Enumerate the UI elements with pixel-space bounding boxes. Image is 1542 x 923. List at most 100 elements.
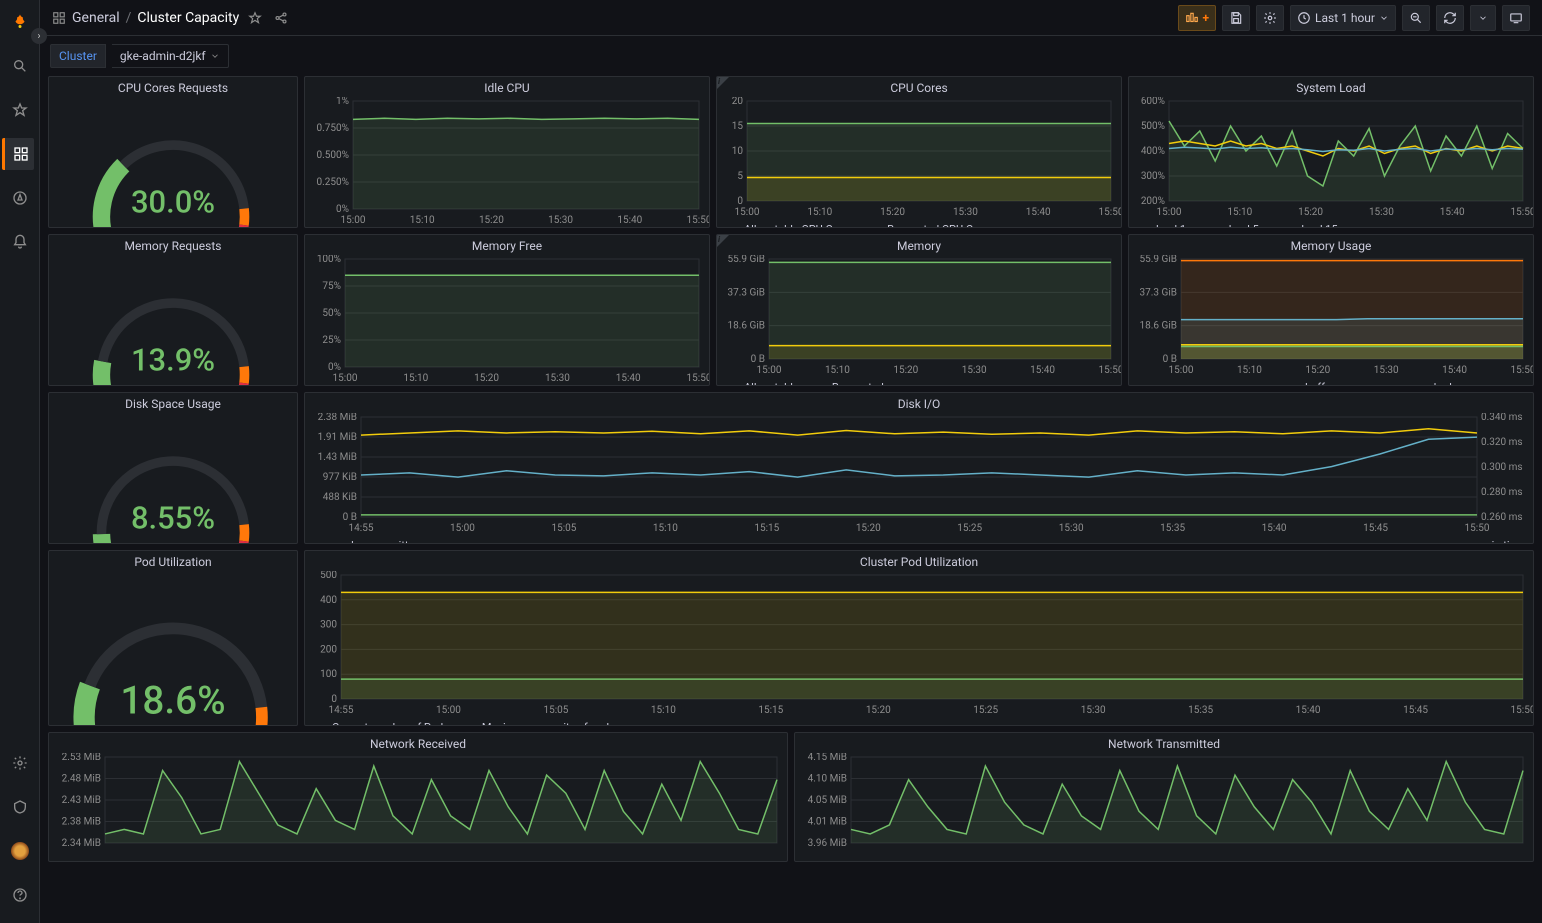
- svg-text:2.38 MiB: 2.38 MiB: [62, 817, 101, 828]
- svg-text:15:50: 15:50: [1511, 365, 1533, 376]
- add-panel-button[interactable]: +: [1178, 5, 1217, 31]
- time-range-picker[interactable]: Last 1 hour: [1290, 5, 1396, 31]
- svg-text:15:50: 15:50: [1511, 705, 1533, 716]
- svg-text:200%: 200%: [1141, 196, 1165, 207]
- legend-item[interactable]: Allocatable: [725, 381, 799, 386]
- svg-text:15:00: 15:00: [1169, 365, 1194, 376]
- svg-text:55.9 GiB: 55.9 GiB: [1140, 255, 1177, 265]
- save-dashboard-button[interactable]: [1222, 5, 1250, 31]
- svg-text:0%: 0%: [336, 204, 349, 215]
- configuration-icon[interactable]: [4, 747, 36, 779]
- breadcrumb-folder[interactable]: General: [72, 10, 120, 26]
- svg-text:15:30: 15:30: [548, 215, 573, 226]
- panel-disk-io[interactable]: Disk I/O 2.38 MiB1.91 MiB1.43 MiB977 KiB…: [304, 392, 1534, 544]
- dashboard-settings-button[interactable]: [1256, 5, 1284, 31]
- panel-system-load[interactable]: System Load 600%500%400%300%200%15:0015:…: [1128, 76, 1534, 228]
- svg-text:15:30: 15:30: [545, 373, 570, 384]
- breadcrumb-title[interactable]: Cluster Capacity: [137, 10, 239, 26]
- svg-text:75%: 75%: [322, 281, 341, 292]
- svg-text:15:20: 15:20: [856, 523, 881, 534]
- tv-mode-button[interactable]: [1502, 5, 1530, 31]
- svg-text:15:40: 15:40: [1442, 365, 1467, 376]
- panel-memory-requests[interactable]: Memory Requests 13.9%: [48, 234, 298, 386]
- svg-text:15:50: 15:50: [1099, 365, 1121, 376]
- panel-memory-usage[interactable]: Memory Usage 55.9 GiB37.3 GiB18.6 GiB0 B…: [1128, 234, 1534, 386]
- panel-idle-cpu[interactable]: Idle CPU 1%0.750%0.500%0.250%0%15:0015:1…: [304, 76, 710, 228]
- panel-info-icon[interactable]: [717, 77, 729, 89]
- svg-text:15:20: 15:20: [1305, 365, 1330, 376]
- legend-item[interactable]: memory buffers: [1243, 381, 1340, 386]
- refresh-interval-picker[interactable]: [1470, 5, 1496, 31]
- share-dashboard-icon[interactable]: [271, 8, 291, 28]
- svg-text:15:20: 15:20: [880, 207, 905, 218]
- legend-item[interactable]: memory usage: [1137, 381, 1229, 386]
- panel-memory[interactable]: Memory 55.9 GiB37.3 GiB18.6 GiB0 B15:001…: [716, 234, 1122, 386]
- panel-network-received[interactable]: Network Received 2.53 MiB2.48 MiB2.43 Mi…: [48, 732, 788, 862]
- panel-info-icon[interactable]: [717, 235, 729, 247]
- svg-text:0.250%: 0.250%: [317, 177, 349, 188]
- server-admin-icon[interactable]: [4, 791, 36, 823]
- legend-item[interactable]: Requested: [813, 381, 884, 386]
- svg-text:15:50: 15:50: [1465, 523, 1490, 534]
- svg-text:5: 5: [737, 171, 743, 182]
- svg-text:300: 300: [320, 620, 337, 631]
- svg-text:100%: 100%: [317, 255, 341, 265]
- svg-text:18.6 GiB: 18.6 GiB: [1140, 321, 1177, 332]
- svg-text:15:10: 15:10: [1227, 207, 1252, 218]
- svg-text:15:40: 15:40: [1262, 523, 1287, 534]
- svg-text:100: 100: [320, 669, 337, 680]
- star-dashboard-icon[interactable]: [245, 8, 265, 28]
- legend-item[interactable]: Allocatable CPU Cores: [725, 223, 854, 228]
- legend-item[interactable]: load 15m: [1282, 223, 1347, 228]
- panel-pod-utilization[interactable]: Pod Utilization 18.6%: [48, 550, 298, 726]
- svg-text:4.15 MiB: 4.15 MiB: [808, 753, 847, 763]
- chevron-down-icon: [210, 51, 220, 61]
- search-icon[interactable]: [4, 50, 36, 82]
- svg-text:15:40: 15:40: [1440, 207, 1465, 218]
- alerting-icon[interactable]: [4, 226, 36, 258]
- svg-text:18.6 GiB: 18.6 GiB: [728, 321, 765, 332]
- help-icon[interactable]: [4, 879, 36, 911]
- svg-text:15:50: 15:50: [687, 373, 709, 384]
- legend-item[interactable]: io time: [1473, 539, 1525, 544]
- legend-item[interactable]: read: [313, 539, 354, 544]
- sidebar-expand-handle[interactable]: ›: [31, 28, 47, 44]
- legend-item[interactable]: load 5m: [1210, 223, 1269, 228]
- legend-item[interactable]: memory cached: [1354, 381, 1452, 386]
- panel-memory-free[interactable]: Memory Free 100%75%50%25%0%15:0015:1015:…: [304, 234, 710, 386]
- panel-cpu-cores-requests[interactable]: CPU Cores Requests 30.0%: [48, 76, 298, 228]
- svg-text:2.38 MiB: 2.38 MiB: [318, 413, 357, 423]
- svg-text:15:50: 15:50: [1511, 207, 1533, 218]
- legend-item[interactable]: Maximum capacity of pods: [463, 721, 615, 726]
- legend-item[interactable]: Current number of Pods: [313, 721, 449, 726]
- svg-text:25%: 25%: [322, 335, 341, 346]
- legend-item[interactable]: load 1m: [1137, 223, 1196, 228]
- panel-cluster-pod-utilization[interactable]: Cluster Pod Utilization 5004003002001000…: [304, 550, 1534, 726]
- svg-text:15:10: 15:10: [410, 215, 435, 226]
- legend-item[interactable]: Requested CPU Cores: [868, 223, 994, 228]
- svg-text:55.9 GiB: 55.9 GiB: [728, 255, 765, 265]
- svg-text:0.750%: 0.750%: [317, 123, 349, 134]
- zoom-out-button[interactable]: [1402, 5, 1430, 31]
- legend-item[interactable]: written: [368, 539, 421, 544]
- svg-text:15:10: 15:10: [807, 207, 832, 218]
- panel-cpu-cores[interactable]: CPU Cores 2015105015:0015:1015:2015:3015…: [716, 76, 1122, 228]
- dashboards-icon[interactable]: [2, 138, 34, 170]
- explore-icon[interactable]: [4, 182, 36, 214]
- panel-disk-space-usage[interactable]: Disk Space Usage 8.55%: [48, 392, 298, 544]
- svg-text:977 KiB: 977 KiB: [323, 472, 357, 483]
- svg-text:15:20: 15:20: [893, 365, 918, 376]
- svg-text:15:05: 15:05: [543, 705, 568, 716]
- svg-text:1.43 MiB: 1.43 MiB: [318, 452, 357, 463]
- panel-network-transmitted[interactable]: Network Transmitted 4.15 MiB4.10 MiB4.05…: [794, 732, 1534, 862]
- user-avatar-icon[interactable]: [4, 835, 36, 867]
- svg-text:15:30: 15:30: [1369, 207, 1394, 218]
- starred-icon[interactable]: [4, 94, 36, 126]
- svg-text:0.340 ms: 0.340 ms: [1481, 413, 1523, 423]
- variable-value-picker[interactable]: gke-admin-d2jkf: [112, 44, 229, 68]
- svg-text:15:30: 15:30: [953, 207, 978, 218]
- svg-text:15:30: 15:30: [962, 365, 987, 376]
- refresh-button[interactable]: [1436, 5, 1464, 31]
- svg-text:15:40: 15:40: [616, 373, 641, 384]
- svg-text:13.9%: 13.9%: [131, 342, 215, 379]
